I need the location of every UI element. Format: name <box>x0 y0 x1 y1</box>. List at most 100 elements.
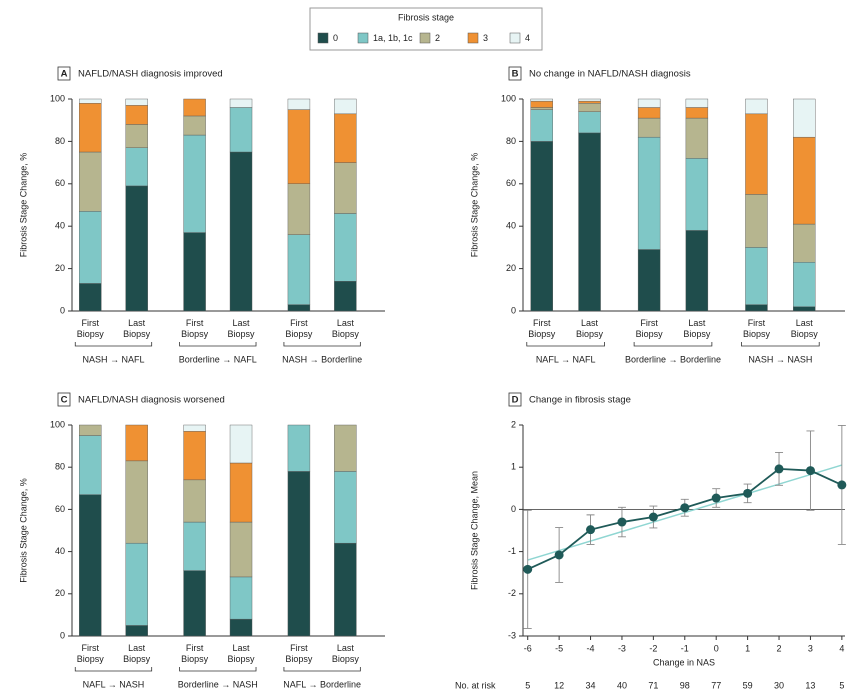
bar-segment <box>183 570 206 637</box>
legend-label: 4 <box>525 33 530 43</box>
legend-swatch <box>419 32 431 44</box>
x-tick-label-line: Biopsy <box>285 654 313 664</box>
x-tick-label-line: Biopsy <box>77 329 105 339</box>
x-tick-label: First Biopsy <box>285 643 313 664</box>
panel-label: D <box>512 395 519 406</box>
group-bracket <box>283 667 361 672</box>
x-tick-label-line: Last <box>688 318 706 328</box>
x-tick-label: -1 <box>681 643 689 653</box>
panel-title: NAFLD/NASH diagnosis improved <box>78 69 223 80</box>
bar-segment <box>637 136 661 250</box>
bar-segment <box>530 109 553 142</box>
x-tick-label: First Biopsy <box>181 643 209 664</box>
x-tick-label-line: First <box>290 318 308 328</box>
x-tick-label: First Biopsy <box>528 318 556 339</box>
y-tick-label: 60 <box>506 178 516 188</box>
panel-label: B <box>512 69 519 80</box>
x-tick-label-line: Last <box>337 643 355 653</box>
x-tick-label: First Biopsy <box>181 318 209 339</box>
bar-segment <box>334 281 357 312</box>
bar-segment <box>183 232 206 312</box>
panel-label-box <box>57 66 71 81</box>
y-tick-label: 0 <box>60 305 65 315</box>
bar-segment <box>685 117 709 159</box>
bar-segment <box>637 249 661 312</box>
bar-segment <box>183 98 206 117</box>
y-axis-label: Fibrosis Stage Change, % <box>18 153 28 258</box>
legend-swatch <box>467 32 479 44</box>
x-tick-label: Last Biopsy <box>228 318 256 339</box>
group-label: NAFL → NAFL <box>536 354 596 364</box>
bar-segment <box>183 431 206 481</box>
x-tick-label-line: Last <box>796 318 814 328</box>
group-label: Borderline → NASH <box>178 679 258 689</box>
bar-segment <box>229 107 253 153</box>
panel-title: Change in fibrosis stage <box>529 395 631 406</box>
bar-segment <box>79 435 102 495</box>
bar-segment <box>287 234 311 305</box>
x-tick-label-line: Biopsy <box>332 654 360 664</box>
y-tick-label: 100 <box>50 93 65 103</box>
x-tick-label-line: First <box>290 643 308 653</box>
bar-segment <box>334 471 357 544</box>
bar-segment <box>578 100 601 104</box>
bar-segment <box>229 462 253 523</box>
x-tick-label: Last Biopsy <box>683 318 711 339</box>
y-axis-label: Fibrosis Stage Change, % <box>18 478 28 583</box>
risk-count: 40 <box>617 680 627 690</box>
x-tick-label-line: Last <box>581 318 599 328</box>
risk-count: 77 <box>711 680 721 690</box>
bar-segment <box>79 211 102 284</box>
x-tick-label: 2 <box>777 643 782 653</box>
x-tick-label: -2 <box>649 643 657 653</box>
x-tick-label: Last Biopsy <box>576 318 604 339</box>
bar-segment <box>685 98 709 108</box>
legend-label: 3 <box>483 33 488 43</box>
bar-segment <box>334 113 357 163</box>
bar-segment <box>793 136 816 225</box>
mean-point <box>805 466 815 476</box>
panel-title: NAFLD/NASH diagnosis worsened <box>78 395 225 406</box>
bar-segment <box>183 479 206 523</box>
bar-segment <box>229 151 253 312</box>
risk-count: 71 <box>648 680 658 690</box>
bar-segment <box>793 98 816 138</box>
bar-segment <box>530 98 553 102</box>
bar-segment <box>578 111 601 134</box>
risk-count: 12 <box>554 680 564 690</box>
group-label: NAFL → Borderline <box>283 679 361 689</box>
bar-segment <box>79 424 102 436</box>
bar-segment <box>287 471 311 637</box>
x-tick-label: First Biopsy <box>285 318 313 339</box>
bar-segment <box>745 194 768 248</box>
x-tick-label-line: Biopsy <box>528 329 556 339</box>
panel-label-box <box>508 392 522 407</box>
x-tick-label-line: First <box>533 318 551 328</box>
x-tick-label-line: Biopsy <box>181 654 209 664</box>
risk-count: 59 <box>743 680 753 690</box>
group-label: NASH → NAFL <box>82 354 144 364</box>
bar-segment <box>793 306 816 312</box>
legend-title: Fibrosis stage <box>398 12 454 22</box>
panel-label: A <box>61 69 68 80</box>
bar-segment <box>125 625 148 637</box>
bar-segment <box>745 304 768 312</box>
risk-count: 5 <box>839 680 844 690</box>
x-tick-label-line: Biopsy <box>743 329 771 339</box>
y-tick-label: 40 <box>506 221 516 231</box>
y-tick-label: -2 <box>508 588 516 598</box>
bar-segment <box>229 521 253 578</box>
bar-segment <box>745 247 768 305</box>
bar-segment <box>334 542 357 637</box>
bar-segment <box>578 132 601 312</box>
group-bracket <box>74 667 153 672</box>
bar-segment <box>183 521 206 571</box>
group-bracket <box>741 342 820 347</box>
x-tick-label-line: First <box>186 643 204 653</box>
bar-segment <box>685 107 709 119</box>
bar-segment <box>287 109 311 184</box>
x-tick-label-line: First <box>82 318 100 328</box>
x-tick-label-line: Last <box>233 318 251 328</box>
mean-point <box>711 493 721 503</box>
